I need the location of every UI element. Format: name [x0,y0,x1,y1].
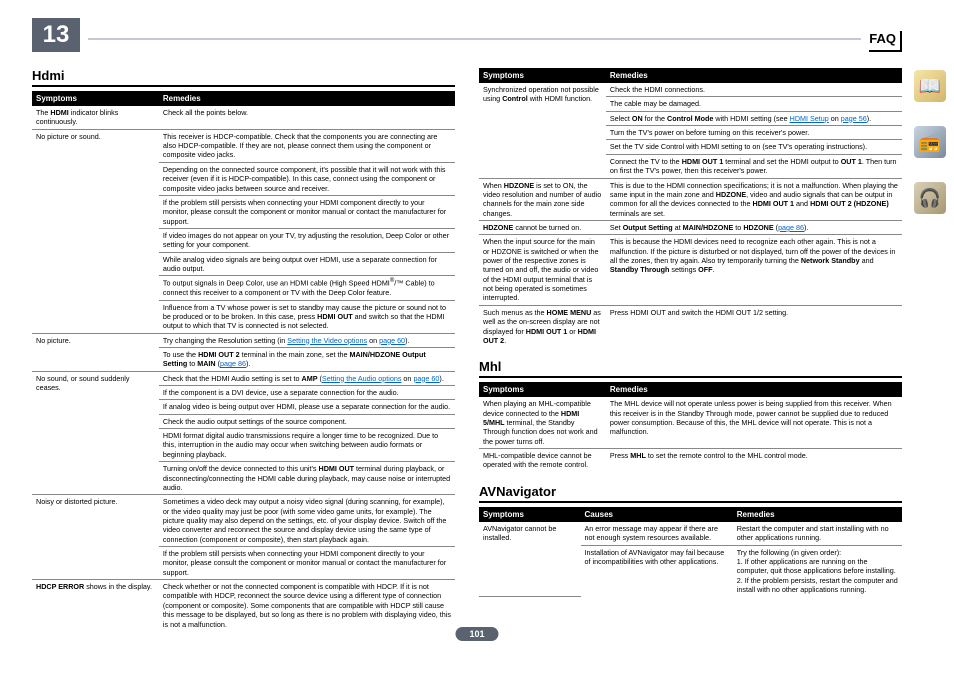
cell: AVNavigator cannot be installed. [479,522,581,597]
cell: Check whether or not the connected compo… [159,580,455,631]
mhl-heading: Mhl [479,359,902,378]
cell: Try changing the Resolution setting (in … [159,333,455,347]
cell: Such menus as the HOME MENU as well as t… [479,305,606,347]
cell: Restart the computer and start installin… [733,522,902,545]
cell: The HDMI indicator blinks continuously. [32,106,159,129]
cell: If the problem still persists when conne… [159,195,455,228]
cell: This is due to the HDMI connection speci… [606,178,902,220]
hdmi-heading: Hdmi [32,68,455,87]
cell: If video images do not appear on your TV… [159,228,455,252]
cell: An error message may appear if there are… [581,522,733,545]
page-number: 101 [455,627,498,641]
cell: HDCP ERROR shows in the display. [32,580,159,631]
cell: No picture. [32,333,159,371]
cell: The cable may be damaged. [606,97,902,111]
col-remedies: Remedies [159,91,455,106]
cell: MHL-compatible device cannot be operated… [479,449,606,472]
page: 13 FAQ Hdmi Symptoms Remedies The HDMI i… [0,0,954,649]
cell: The MHL device will not operate unless p… [606,397,902,448]
cell: Noisy or distorted picture. [32,495,159,580]
content-columns: Hdmi Symptoms Remedies The HDMI indicato… [32,68,902,631]
cell: If the component is a DVI device, use a … [159,386,455,400]
cell: If analog video is being output over HDM… [159,400,455,414]
audio-icon[interactable]: 🎧 [914,182,946,214]
cell: When the input source for the main or HD… [479,235,606,306]
cell: If the problem still persists when conne… [159,547,455,580]
cell: While analog video signals are being out… [159,252,455,276]
page-title: FAQ [869,31,902,52]
cell: Select ON for the Control Mode with HDMI… [606,111,902,125]
cell: HDZONE cannot be turned on. [479,220,606,234]
chapter-number: 13 [32,18,80,52]
col-remedies: Remedies [606,68,902,83]
cell: HDMI format digital audio transmissions … [159,429,455,462]
cell: Influence from a TV whose power is set t… [159,300,455,333]
cell: Press HDMI OUT and switch the HDMI OUT 1… [606,305,902,347]
cell: This is because the HDMI devices need to… [606,235,902,306]
mhl-table: Symptoms Remedies When playing an MHL-co… [479,382,902,472]
cell: When HDZONE is set to ON, the video reso… [479,178,606,220]
header: 13 FAQ [32,18,902,52]
cell: Check the audio output settings of the s… [159,414,455,428]
receiver-icon[interactable]: 📻 [914,126,946,158]
manual-icon[interactable]: 📖 [914,70,946,102]
avnavigator-table: Symptoms Causes Remedies AVNavigator can… [479,507,902,597]
cell: Turn the TV's power on before turning on… [606,126,902,140]
header-rule [88,18,861,40]
cell: This receiver is HDCP-compatible. Check … [159,129,455,162]
cell: Check all the points below. [159,106,455,129]
cell: Turning on/off the device connected to t… [159,462,455,495]
cell: To use the HDMI OUT 2 terminal in the ma… [159,347,455,371]
cell: No picture or sound. [32,129,159,333]
col-symptoms: Symptoms [479,507,581,522]
cell: When playing an MHL-compatible device co… [479,397,606,448]
cell: No sound, or sound suddenly ceases. [32,371,159,495]
col-symptoms: Symptoms [479,382,606,397]
cell: Press MHL to set the remote control to t… [606,449,902,472]
cell: To output signals in Deep Color, use an … [159,276,455,300]
cell: Check the HDMI connections. [606,83,902,97]
hdmi-table: Symptoms Remedies The HDMI indicator bli… [32,91,455,631]
right-column: Symptoms Remedies Synchronized operation… [479,68,902,631]
cell: Synchronized operation not possible usin… [479,83,606,178]
cell: Connect the TV to the HDMI OUT 1 termina… [606,154,902,178]
cell: Try the following (in given order):1. If… [733,545,902,596]
col-symptoms: Symptoms [32,91,159,106]
avnavigator-heading: AVNavigator [479,484,902,503]
cell: Sometimes a video deck may output a nois… [159,495,455,547]
cell: Check that the HDMI Audio setting is set… [159,371,455,385]
col-symptoms: Symptoms [479,68,606,83]
side-navigation: 📖 📻 🎧 [914,70,946,214]
cell: Installation of AVNavigator may fail bec… [581,545,733,596]
col-remedies: Remedies [733,507,902,522]
cell: Depending on the connected source compon… [159,162,455,195]
cell: Set Output Setting at MAIN/HDZONE to HDZ… [606,220,902,234]
col-remedies: Remedies [606,382,902,397]
hdmi-table-cont: Symptoms Remedies Synchronized operation… [479,68,902,347]
left-column: Hdmi Symptoms Remedies The HDMI indicato… [32,68,455,631]
col-causes: Causes [581,507,733,522]
cell: Set the TV side Control with HDMI settin… [606,140,902,154]
